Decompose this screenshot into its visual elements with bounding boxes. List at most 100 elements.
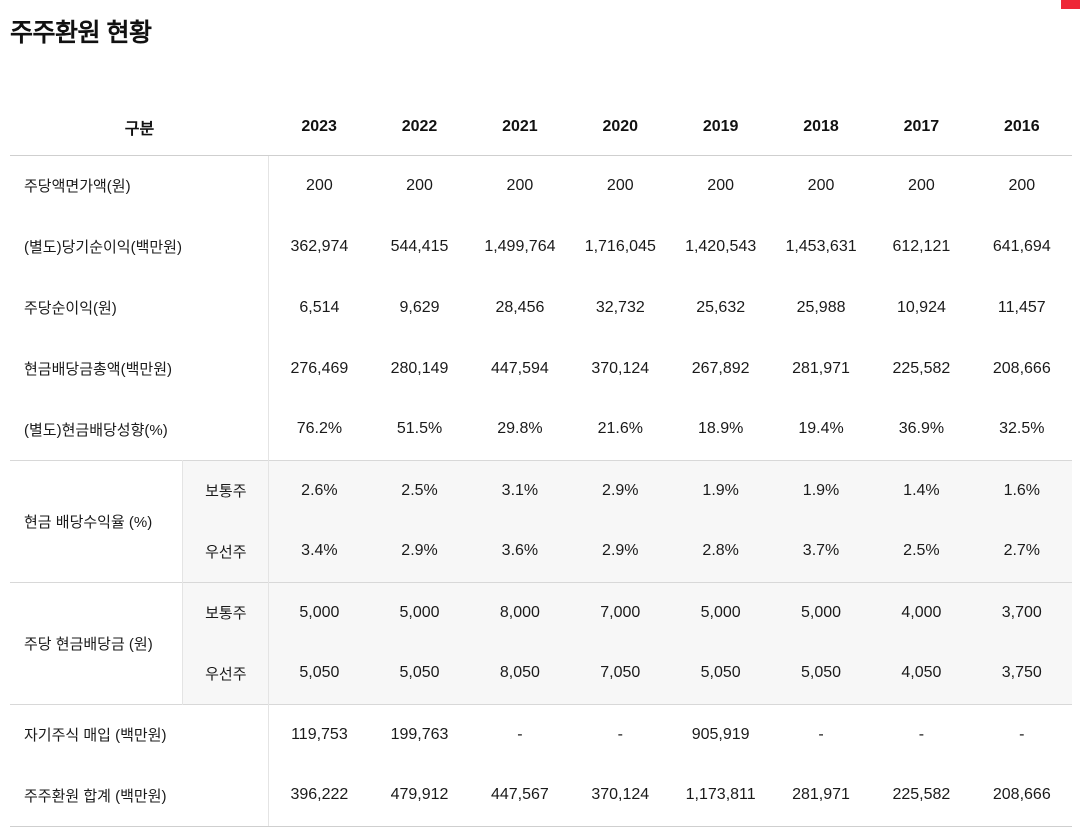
row-label: 자기주식 매입 (백만원) — [10, 703, 270, 765]
table-row: 현금 배당수익율 (%) 보통주 2.6% 2.5% 3.1% 2.9% 1.9% 1.9% 1… — [10, 459, 1072, 582]
value-cell: - — [570, 703, 671, 765]
value-cell: 200 — [306, 176, 333, 194]
column-header-year: 2016 — [971, 100, 1072, 156]
value-cell: 1,716,045 — [584, 237, 656, 255]
value-cell: 641,694 — [992, 237, 1051, 255]
value-cell: 2.9% — [369, 521, 470, 582]
value-cell: 29.8% — [497, 420, 543, 438]
value-cell: 447,594 — [490, 359, 549, 377]
value-cell: 2.8% — [670, 521, 771, 582]
value-cell: 5,050 — [268, 643, 370, 704]
column-header-year: 2019 — [670, 100, 771, 156]
value-cell: 3.7% — [770, 521, 872, 582]
column-header-year: 2017 — [871, 100, 972, 156]
column-header-year: 2020 — [570, 100, 671, 156]
table-row: (별도)당기순이익(백만원) 362,974 544,415 1,499,764 1,7… — [10, 216, 1072, 277]
table-row: 주당 현금배당금 (원) 보통주 5,000 5,000 8,000 7,000 5,000… — [10, 581, 1072, 704]
red-corner-fragment — [1061, 0, 1080, 9]
value-cell: 200 — [506, 176, 534, 194]
value-cell: 479,912 — [369, 765, 470, 827]
value-cell: 18.9% — [697, 420, 744, 438]
value-cell: 32.5% — [999, 420, 1045, 438]
value-cell: 3.6% — [469, 521, 571, 582]
value-cell: 225,582 — [892, 359, 951, 377]
row-group-label: 현금 배당수익율 (%) — [10, 459, 184, 582]
value-cell: 276,469 — [290, 359, 349, 377]
value-cell: 25,632 — [696, 298, 746, 316]
value-cell: 19.4% — [798, 420, 844, 438]
row-label: (별도)당기순이익(백만원) — [10, 216, 270, 277]
value-cell: 21.6% — [597, 420, 643, 438]
value-cell: 5,000 — [268, 581, 370, 643]
row-sublabel: 보통주 — [182, 459, 270, 521]
value-cell: 5,000 — [670, 581, 771, 643]
value-cell: 10,924 — [896, 298, 946, 316]
value-cell: 208,666 — [992, 359, 1051, 377]
value-cell: 208,666 — [971, 765, 1072, 827]
value-cell: 280,149 — [390, 359, 449, 377]
value-cell: 362,974 — [290, 237, 349, 255]
value-cell: 200 — [707, 176, 734, 194]
value-cell: 5,000 — [770, 581, 872, 643]
value-cell: 2.9% — [570, 459, 671, 521]
value-cell: 5,050 — [670, 643, 771, 704]
value-cell: 3.1% — [469, 459, 571, 521]
row-sublabel: 보통주 — [182, 581, 270, 643]
value-cell: 119,753 — [268, 703, 370, 765]
value-cell: 225,582 — [871, 765, 972, 827]
row-label: 현금배당금총액(백만원) — [10, 338, 270, 399]
table-body: 주당액면가액(원) 200 200 200 200 200 200 200 200 (별도)당기순… — [10, 155, 1072, 827]
value-cell: 281,971 — [792, 359, 850, 377]
row-label: 주당순이익(원) — [10, 277, 270, 338]
column-header-year: 2023 — [268, 100, 370, 156]
value-cell: 905,919 — [670, 703, 771, 765]
value-cell: 612,121 — [892, 237, 951, 255]
value-cell: 447,567 — [469, 765, 571, 827]
row-sublabel: 우선주 — [182, 521, 270, 582]
row-label: 주당액면가액(원) — [10, 155, 270, 216]
value-cell: 281,971 — [770, 765, 872, 827]
value-cell: 200 — [1008, 176, 1036, 194]
value-cell: 2.5% — [871, 521, 972, 582]
value-cell: 1.9% — [670, 459, 771, 521]
value-cell: 25,988 — [796, 298, 846, 316]
value-cell: 200 — [406, 176, 433, 194]
value-cell: 32,732 — [595, 298, 645, 316]
value-cell: 76.2% — [296, 420, 343, 438]
row-label: 주주환원 합계 (백만원) — [10, 765, 270, 827]
value-cell: - — [871, 703, 972, 765]
value-cell: 267,892 — [691, 359, 750, 377]
column-header-year: 2018 — [770, 100, 872, 156]
page-title: 주주환원 현황 — [10, 19, 152, 47]
value-cell: 5,000 — [369, 581, 470, 643]
row-group-label: 주당 현금배당금 (원) — [10, 581, 184, 704]
table-row: 현금배당금총액(백만원) 276,469 280,149 447,594 370,124… — [10, 338, 1072, 399]
value-cell: - — [469, 703, 571, 765]
value-cell: 200 — [606, 176, 634, 194]
value-cell: 2.9% — [570, 521, 671, 582]
value-cell: 3.4% — [268, 521, 370, 582]
value-cell: 4,050 — [871, 643, 972, 704]
value-cell: 3,750 — [971, 643, 1072, 704]
value-cell: 3,700 — [971, 581, 1072, 643]
value-cell: 1.4% — [871, 459, 972, 521]
value-cell: 370,124 — [591, 359, 650, 377]
value-cell: 28,456 — [495, 298, 545, 316]
table-row: 주당순이익(원) 6,514 9,629 28,456 32,732 25,632 25,9… — [10, 277, 1072, 338]
value-cell: 6,514 — [299, 298, 340, 316]
value-cell: 200 — [807, 176, 835, 194]
value-cell: 1,499,764 — [484, 237, 556, 255]
value-cell: 5,050 — [369, 643, 470, 704]
row-label: (별도)현금배당성향(%) — [10, 399, 270, 460]
value-cell: 4,000 — [871, 581, 972, 643]
table-header-row: 구분 2023 2022 2021 2020 2019 2018 2017 2016 — [10, 100, 1072, 156]
value-cell: - — [971, 703, 1072, 765]
column-header-year: 2021 — [469, 100, 571, 156]
shareholder-return-table: 구분 2023 2022 2021 2020 2019 2018 2017 2016 주당액면… — [10, 100, 1072, 827]
value-cell: 2.5% — [369, 459, 470, 521]
value-cell: 9,629 — [399, 298, 440, 316]
value-cell: 1,453,631 — [785, 237, 857, 255]
table-row: 주당액면가액(원) 200 200 200 200 200 200 200 200 — [10, 155, 1072, 216]
column-header-gubun: 구분 — [10, 100, 269, 156]
value-cell: 8,000 — [469, 581, 571, 643]
